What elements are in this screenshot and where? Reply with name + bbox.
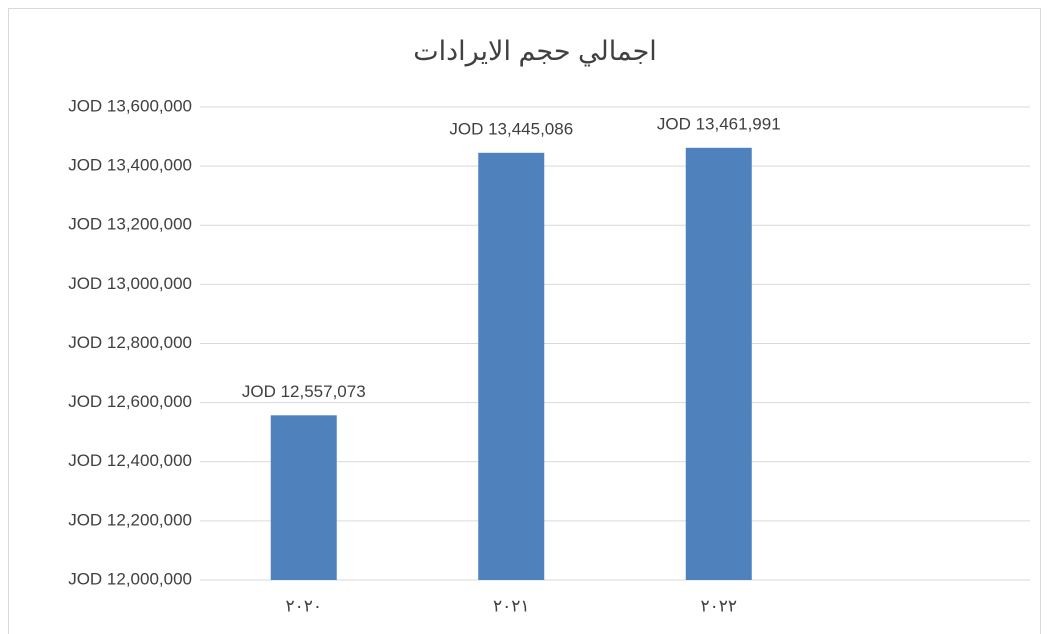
value-label: JOD 13,461,991 (657, 114, 781, 133)
y-tick-label: JOD 12,200,000 (68, 510, 192, 529)
x-tick-label: ٢٠٢٢ (700, 596, 737, 615)
y-tick-label: JOD 12,400,000 (68, 451, 192, 470)
y-tick-label: JOD 12,800,000 (68, 333, 192, 352)
y-tick-label: JOD 13,000,000 (68, 274, 192, 293)
x-tick-label: ٢٠٢١ (493, 596, 530, 615)
bar (478, 152, 545, 580)
y-tick-label: JOD 12,000,000 (68, 569, 192, 588)
bar (270, 415, 337, 580)
y-tick-label: JOD 13,200,000 (68, 215, 192, 234)
y-tick-label: JOD 13,400,000 (68, 156, 192, 175)
y-tick-label: JOD 13,600,000 (68, 96, 192, 115)
value-label: JOD 13,445,086 (449, 119, 573, 138)
y-tick-label: JOD 12,600,000 (68, 392, 192, 411)
value-label: JOD 12,557,073 (242, 382, 366, 401)
x-tick-label: ٢٠٢٠ (285, 596, 322, 615)
bar (685, 147, 752, 581)
chart-title: اجمالي حجم الايرادات (413, 36, 657, 67)
